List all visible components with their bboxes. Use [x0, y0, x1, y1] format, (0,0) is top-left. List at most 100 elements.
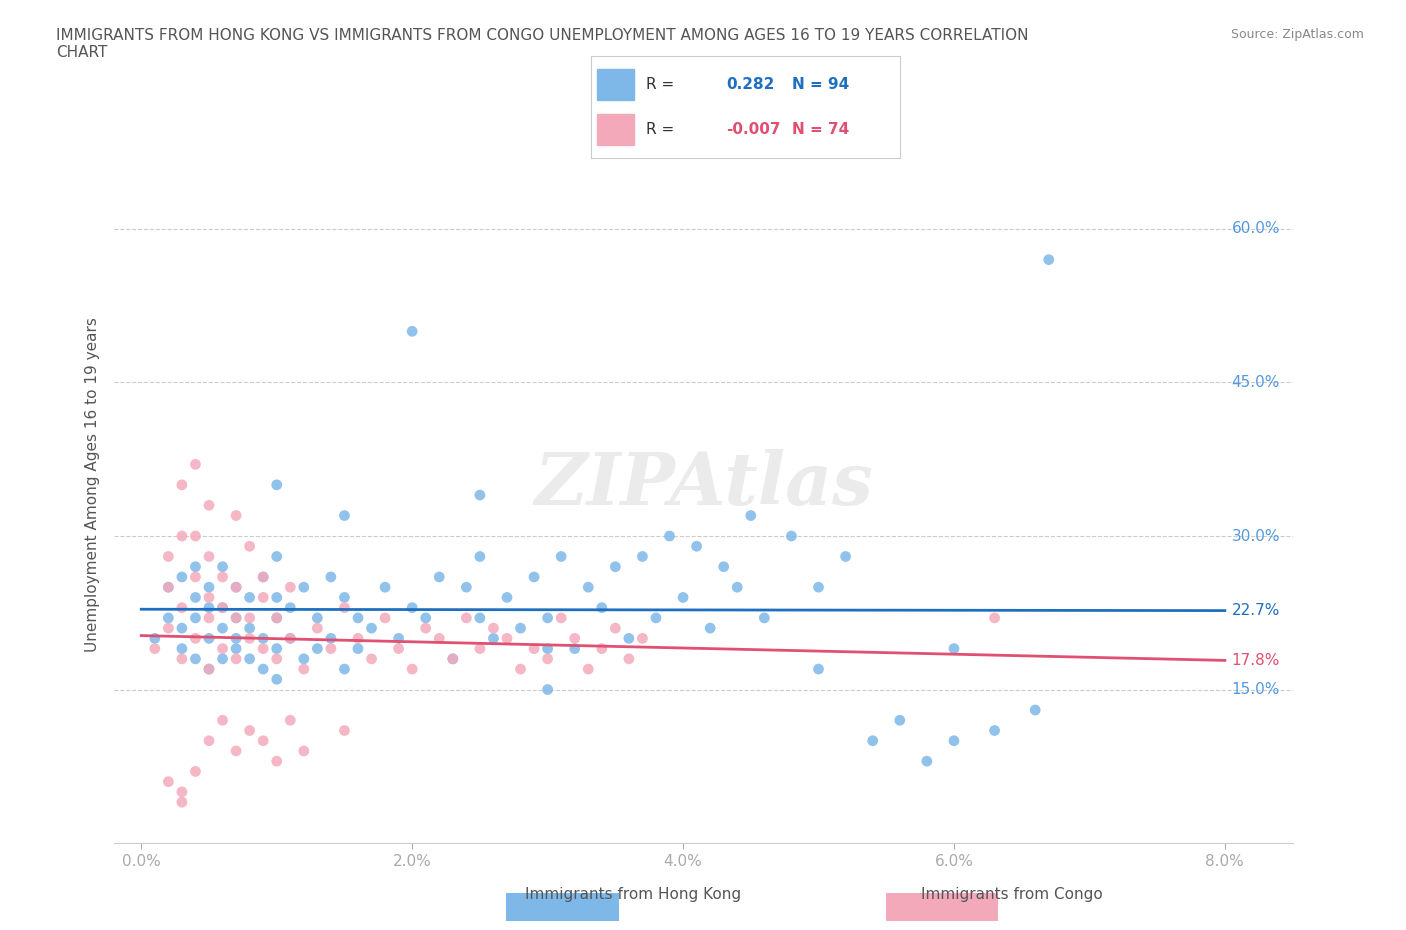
- Point: [550, 549, 572, 564]
- Point: [225, 508, 247, 523]
- Text: 0.282: 0.282: [727, 77, 775, 92]
- Text: Source: ZipAtlas.com: Source: ZipAtlas.com: [1230, 28, 1364, 41]
- Point: [550, 610, 572, 625]
- Point: [198, 661, 221, 676]
- Point: [211, 559, 233, 574]
- Point: [333, 590, 356, 604]
- Point: [631, 631, 654, 645]
- Point: [456, 610, 478, 625]
- Point: [401, 600, 423, 615]
- Point: [889, 712, 911, 727]
- Point: [225, 631, 247, 645]
- Point: [862, 733, 884, 748]
- Point: [252, 733, 274, 748]
- Point: [170, 477, 193, 492]
- Point: [631, 549, 654, 564]
- Point: [157, 579, 180, 594]
- Point: [211, 569, 233, 584]
- Point: [170, 795, 193, 810]
- Point: [983, 723, 1005, 737]
- Text: N = 94: N = 94: [792, 77, 849, 92]
- Point: [482, 631, 505, 645]
- Point: [319, 641, 342, 656]
- Point: [266, 477, 288, 492]
- Point: [482, 620, 505, 635]
- Point: [591, 600, 613, 615]
- Point: [360, 651, 382, 666]
- Point: [211, 641, 233, 656]
- Point: [170, 641, 193, 656]
- Point: [266, 753, 288, 768]
- Point: [401, 324, 423, 339]
- Point: [713, 559, 735, 574]
- Point: [211, 600, 233, 615]
- Point: [211, 712, 233, 727]
- Point: [415, 620, 437, 635]
- Point: [319, 569, 342, 584]
- Point: [198, 631, 221, 645]
- Point: [278, 631, 301, 645]
- Point: [157, 610, 180, 625]
- Point: [605, 559, 627, 574]
- Point: [252, 641, 274, 656]
- Point: [685, 538, 707, 553]
- Point: [278, 631, 301, 645]
- Point: [239, 631, 262, 645]
- Point: [170, 651, 193, 666]
- Point: [915, 753, 938, 768]
- Point: [252, 569, 274, 584]
- Point: [292, 651, 315, 666]
- Point: [983, 610, 1005, 625]
- Point: [157, 775, 180, 790]
- Point: [509, 661, 531, 676]
- Point: [388, 641, 411, 656]
- Point: [333, 600, 356, 615]
- Point: [576, 661, 599, 676]
- Point: [427, 631, 450, 645]
- Point: [780, 528, 803, 543]
- Point: [198, 661, 221, 676]
- Point: [184, 610, 207, 625]
- Point: [239, 590, 262, 604]
- Text: 45.0%: 45.0%: [1232, 375, 1279, 390]
- Point: [252, 590, 274, 604]
- Point: [456, 579, 478, 594]
- Point: [211, 600, 233, 615]
- Text: 17.8%: 17.8%: [1232, 653, 1279, 668]
- Point: [170, 569, 193, 584]
- Point: [834, 549, 856, 564]
- Point: [333, 723, 356, 737]
- Text: R =: R =: [647, 77, 679, 92]
- Point: [252, 569, 274, 584]
- Point: [184, 569, 207, 584]
- Point: [157, 549, 180, 564]
- Point: [591, 641, 613, 656]
- Point: [374, 579, 396, 594]
- Point: [239, 651, 262, 666]
- Point: [170, 785, 193, 800]
- Point: [1024, 702, 1046, 717]
- Point: [143, 641, 166, 656]
- Point: [184, 559, 207, 574]
- Point: [266, 610, 288, 625]
- Point: [605, 620, 627, 635]
- Point: [239, 620, 262, 635]
- Point: [468, 641, 491, 656]
- Point: [266, 549, 288, 564]
- Point: [211, 651, 233, 666]
- Point: [170, 528, 193, 543]
- Point: [523, 641, 546, 656]
- Text: 22.7%: 22.7%: [1232, 603, 1279, 618]
- Point: [536, 610, 558, 625]
- Point: [374, 610, 396, 625]
- Point: [184, 528, 207, 543]
- Point: [252, 631, 274, 645]
- Point: [198, 579, 221, 594]
- Text: IMMIGRANTS FROM HONG KONG VS IMMIGRANTS FROM CONGO UNEMPLOYMENT AMONG AGES 16 TO: IMMIGRANTS FROM HONG KONG VS IMMIGRANTS …: [56, 28, 1029, 60]
- Point: [942, 733, 965, 748]
- Point: [239, 723, 262, 737]
- Point: [333, 508, 356, 523]
- Point: [536, 641, 558, 656]
- Point: [388, 631, 411, 645]
- Point: [225, 743, 247, 758]
